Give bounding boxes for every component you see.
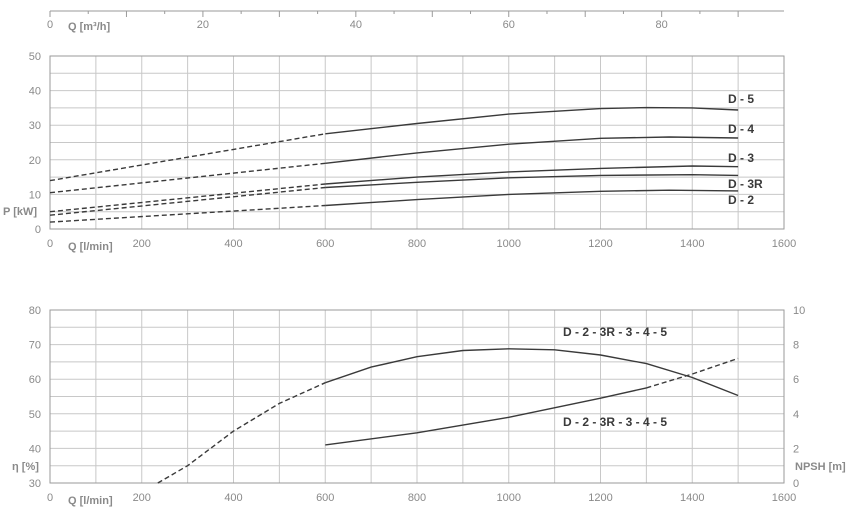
x-axis-tick-label: 1400: [680, 238, 704, 250]
y-right-tick-label: 8: [793, 340, 799, 352]
x-axis-tick-label: 1400: [680, 492, 704, 504]
top-axis-tick-label: 80: [656, 19, 668, 31]
y-axis-tick-label: 40: [29, 86, 41, 98]
series-line-dashed: [49, 133, 326, 182]
top-axis-tick-label: 20: [197, 19, 209, 31]
y-left-axis-label: η [%]: [12, 461, 39, 473]
x-axis-tick-label: 800: [408, 492, 426, 504]
y-axis-tick-label: 10: [29, 189, 41, 201]
series-line-dashed: [49, 162, 326, 194]
top-axis-tick-label: 40: [350, 19, 362, 31]
x-axis-tick-label: 800: [408, 238, 426, 250]
series-line: [325, 173, 739, 189]
x-axis-tick-label: 1000: [497, 492, 521, 504]
x-axis-tick-label: 1600: [772, 238, 796, 250]
series-label: D - 5: [728, 92, 754, 106]
series-label: D - 4: [728, 122, 754, 136]
y-left-tick-label: 40: [29, 443, 41, 455]
top-axis-tick-label: 0: [47, 19, 53, 31]
y-left-tick-label: 50: [29, 409, 41, 421]
x-axis-tick-label: 600: [316, 238, 334, 250]
y-right-tick-label: 4: [793, 409, 799, 421]
y-right-tick-label: 10: [793, 305, 805, 317]
series-line-dashed: [157, 382, 326, 484]
plot-frame: [49, 55, 785, 230]
series-line-dashed: [49, 204, 326, 223]
y-left-tick-label: 70: [29, 340, 41, 352]
y-right-axis-label: NPSH [m]: [795, 461, 846, 473]
y-right-tick-label: 6: [793, 374, 799, 386]
plot-frame: [49, 309, 785, 484]
series-line-dashed: [49, 183, 326, 213]
x-axis-tick-label: 1200: [588, 492, 612, 504]
series-label: D - 2 - 3R - 3 - 4 - 5: [563, 325, 667, 339]
x-axis-tick-label: 200: [133, 238, 151, 250]
x-axis-tick-label: 1000: [497, 238, 521, 250]
x-axis-label: Q [l/min]: [68, 241, 113, 253]
y-axis-label: P [kW]: [3, 206, 37, 218]
series-label: D - 3R: [728, 177, 763, 191]
y-axis-tick-label: 30: [29, 120, 41, 132]
x-axis-label: Q [l/min]: [68, 495, 113, 507]
x-axis-tick-label: 600: [316, 492, 334, 504]
efficiency-npsh-chart: 30 40 50 60 70 80 η [%] 0 2 4 6 8 10 NPSH [m] 0 200 400 6…: [12, 305, 846, 507]
series-line-dashed: [49, 186, 326, 216]
y-axis-tick-label: 50: [29, 51, 41, 63]
series-line: [325, 106, 739, 135]
series-line-dashed: [646, 357, 739, 389]
series-label: D - 3: [728, 151, 754, 165]
series-label: D - 2 - 3R - 3 - 4 - 5: [563, 415, 667, 429]
x-axis-tick-label: 1200: [588, 238, 612, 250]
top-axis-tick-label: 60: [503, 19, 515, 31]
y-axis-tick-label: 0: [35, 224, 41, 236]
series-line: [325, 348, 739, 397]
series-line: [325, 136, 739, 164]
y-right-tick-label: 2: [793, 443, 799, 455]
x-axis-tick-label: 400: [224, 238, 242, 250]
x-axis-tick-label: 400: [224, 492, 242, 504]
y-left-tick-label: 60: [29, 374, 41, 386]
series-line: [325, 165, 739, 185]
y-right-tick-label: 0: [793, 478, 799, 490]
x-axis-tick-label: 200: [133, 492, 151, 504]
y-axis-tick-label: 20: [29, 155, 41, 167]
series-line: [325, 189, 739, 207]
series-line: [325, 387, 647, 446]
top-axis-label: Q [m³/h]: [68, 21, 110, 33]
x-axis-tick-label: 0: [47, 238, 53, 250]
power-chart: 0 20 40 60 80 Q [m³/h] 0 10 20 30 40 50 P [kW] 0 200 40…: [3, 10, 796, 253]
x-axis-tick-label: 1600: [772, 492, 796, 504]
y-left-tick-label: 80: [29, 305, 41, 317]
x-axis-tick-label: 0: [47, 492, 53, 504]
series-label: D - 2: [728, 193, 754, 207]
y-left-tick-label: 30: [29, 478, 41, 490]
